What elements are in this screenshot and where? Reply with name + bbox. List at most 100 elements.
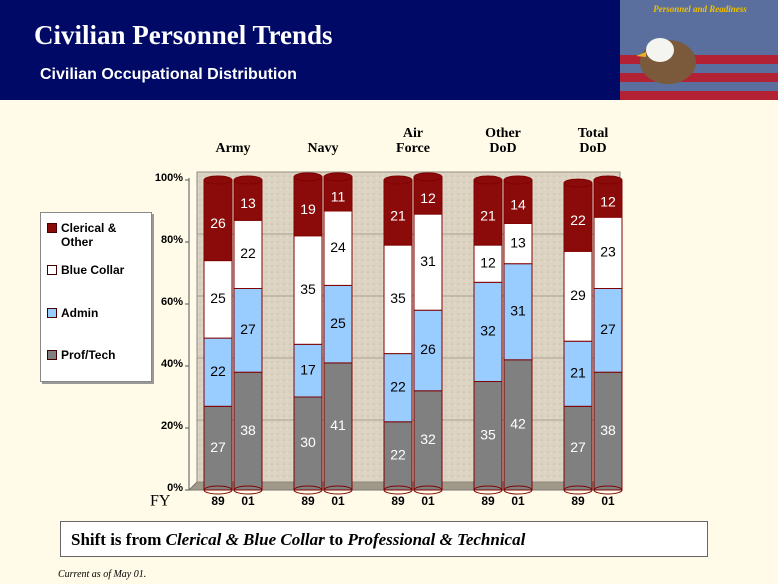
data-label: 31	[420, 253, 436, 269]
data-label: 35	[300, 281, 316, 297]
data-label: 27	[570, 439, 586, 455]
x-tick-label: 89	[301, 494, 315, 508]
bar-cap	[413, 172, 443, 182]
data-label: 21	[570, 364, 586, 380]
data-label: 22	[570, 212, 586, 228]
bar-segment	[563, 182, 593, 252]
stripe	[620, 91, 778, 100]
data-label: 12	[600, 193, 616, 209]
badge-text: Personnel and Readiness	[653, 4, 747, 14]
bar-segment	[293, 396, 323, 491]
group-label: Total DoD	[577, 126, 609, 156]
callout-text: Professional & Technical	[347, 530, 526, 549]
bar-base	[413, 485, 443, 495]
bar-segment	[323, 210, 353, 286]
data-label: 32	[480, 323, 496, 339]
data-label: 22	[210, 363, 226, 379]
data-label: 25	[210, 290, 226, 306]
bar-segment	[413, 309, 443, 392]
bar-base	[323, 485, 353, 495]
group-label: Army	[215, 141, 251, 156]
bar-base	[233, 485, 263, 495]
legend-item: Prof/Tech	[47, 348, 147, 362]
data-label: 30	[300, 434, 316, 450]
x-tick-label: 01	[421, 494, 435, 508]
x-tick-label: 89	[571, 494, 585, 508]
data-label: 26	[210, 215, 226, 231]
bar-cap	[593, 175, 623, 185]
legend-swatch	[47, 265, 57, 275]
x-tick-label: 01	[601, 494, 615, 508]
data-label: 27	[210, 439, 226, 455]
data-label: 31	[510, 302, 526, 318]
callout-text: Shift is from	[71, 530, 166, 549]
bar-segment	[293, 176, 323, 237]
y-tick-label: 20%	[161, 420, 183, 432]
note: Current as of May 01.	[58, 569, 147, 580]
data-label: 25	[330, 315, 346, 331]
bar-segment	[323, 284, 353, 364]
bar-segment	[293, 235, 323, 345]
stripe	[620, 55, 778, 64]
data-label: 23	[600, 244, 616, 260]
y-tick-label: 80%	[161, 234, 183, 246]
bar-segment	[413, 390, 443, 491]
legend-label: Prof/Tech	[61, 348, 116, 362]
data-label: 38	[240, 422, 256, 438]
bar-segment	[593, 216, 623, 289]
data-label: 24	[330, 239, 346, 255]
x-tick-label: 01	[511, 494, 525, 508]
data-label: 32	[420, 431, 436, 447]
bar-segment	[473, 281, 503, 382]
beak	[636, 52, 646, 57]
bar-base	[473, 485, 503, 495]
data-label: 21	[390, 207, 406, 223]
legend-label: Clerical & Other	[61, 221, 117, 249]
bar-cap	[383, 175, 413, 185]
legend-item: Clerical & Other	[47, 221, 147, 249]
x-tick-label: 01	[331, 494, 345, 508]
title: Civilian Personnel Trends	[34, 20, 333, 50]
callout-text: to	[324, 530, 348, 549]
bar-segment	[593, 288, 623, 373]
bar-segment	[473, 179, 503, 246]
bar-base	[203, 485, 233, 495]
bar-segment	[383, 421, 413, 491]
legend-item: Blue Collar	[47, 263, 147, 277]
data-label: 11	[331, 189, 346, 205]
group-label: Navy	[307, 141, 339, 156]
data-label: 21	[480, 207, 496, 223]
data-label: 41	[330, 417, 346, 433]
legend-item: Admin	[47, 306, 147, 320]
data-label: 27	[240, 321, 256, 337]
legend-label: Admin	[61, 306, 99, 320]
x-tick-label: 01	[241, 494, 255, 508]
bar-cap	[233, 175, 263, 185]
bar-segment	[323, 176, 353, 212]
data-label: 38	[600, 422, 616, 438]
bar-base	[503, 485, 533, 495]
data-label: 12	[480, 254, 496, 270]
x-tick-label: 89	[211, 494, 225, 508]
bar-segment	[473, 381, 503, 491]
bar-segment	[413, 176, 443, 215]
bar-cap	[563, 178, 593, 188]
bar-segment	[233, 219, 263, 289]
bar-segment	[473, 244, 503, 283]
callout: Shift is from Clerical & Blue Collar to …	[60, 521, 708, 557]
bar-base	[293, 485, 323, 495]
bar-base	[383, 485, 413, 495]
data-label: 27	[600, 321, 616, 337]
bar-segment	[503, 179, 533, 224]
bar-segment	[203, 337, 233, 407]
data-label: 42	[510, 416, 526, 432]
data-label: 22	[240, 245, 256, 261]
bar-segment	[233, 371, 263, 491]
badge-art: Personnel and Readiness	[620, 0, 778, 100]
data-label: 35	[480, 426, 496, 442]
data-label: 22	[390, 447, 406, 463]
data-label: 22	[390, 378, 406, 394]
header: Civilian Personnel Trends Civilian Occup…	[0, 0, 778, 100]
